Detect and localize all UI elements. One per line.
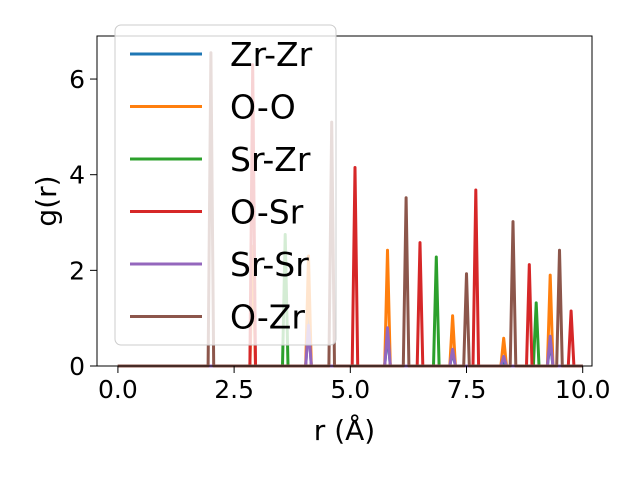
- legend-label: O-Sr: [230, 193, 304, 232]
- x-tick-label: 7.5: [447, 375, 487, 404]
- plot-frame: [96, 35, 593, 367]
- legend-label: Sr-Sr: [230, 245, 309, 284]
- legend-label: Sr-Zr: [230, 140, 311, 179]
- y-tick-label: 4: [69, 161, 85, 190]
- x-tick-label: 0.0: [98, 375, 138, 404]
- y-tick-label: 2: [69, 256, 85, 285]
- x-axis-label: r (Å): [314, 413, 375, 447]
- legend: Zr-Zr O-O Sr-Zr O-Sr Sr-Sr O-Zr: [114, 24, 337, 346]
- legend-label: O-Zr: [230, 298, 305, 337]
- y-tick-label: 0: [69, 352, 85, 381]
- legend-label: Zr-Zr: [230, 35, 313, 74]
- y-axis-label: g(r): [30, 175, 63, 226]
- x-tick-label: 10.0: [555, 375, 611, 404]
- x-tick-label: 2.5: [214, 375, 254, 404]
- axes-layer: [96, 35, 593, 367]
- legend-items: Zr-Zr O-O Sr-Zr O-Sr Sr-Sr O-Zr: [130, 35, 313, 337]
- x-tick-label: 5.0: [330, 375, 370, 404]
- y-tick-label: 6: [69, 65, 85, 94]
- legend-label: O-O: [230, 88, 296, 127]
- ticks-layer: 0.0 2.5 5.0 7.5 10.0 0 2 4 6: [69, 65, 610, 404]
- series-line-sr-sr: [117, 323, 583, 368]
